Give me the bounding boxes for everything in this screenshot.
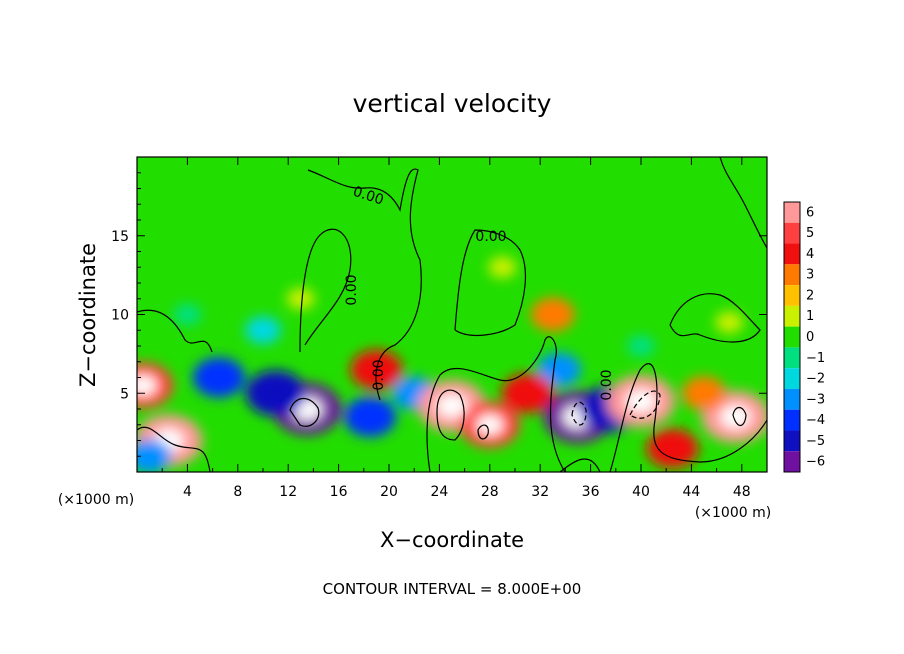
field-blob	[627, 335, 655, 357]
y-tick-label: 15	[111, 229, 129, 245]
field-core	[625, 389, 657, 413]
colorbar-label: 1	[806, 309, 814, 324]
colorbar-swatch	[784, 368, 800, 389]
y-axis-label: Z−coordinate	[76, 243, 100, 387]
colorbar-swatch	[784, 451, 800, 472]
colorbar-swatch	[784, 243, 800, 265]
contour-label: 0.00	[344, 274, 360, 305]
colorbar-label: 5	[806, 226, 814, 241]
x-tick-label: 4	[183, 484, 192, 500]
field-features	[137, 256, 767, 472]
field-blob	[715, 311, 744, 334]
contour-label: 0.00	[475, 229, 506, 245]
field-blob	[646, 428, 699, 469]
field-blob	[245, 316, 281, 345]
colorbar-frame	[783, 201, 801, 473]
field-core	[436, 394, 468, 418]
colorbar-swatch	[784, 285, 800, 306]
field-core	[720, 405, 751, 429]
x-tick-label: 44	[682, 484, 700, 500]
contour-label: 0.00	[599, 369, 615, 400]
colorbar-swatch	[784, 347, 800, 369]
x-tick-label: 32	[531, 484, 549, 500]
colorbar-swatch	[784, 430, 800, 452]
colorbar: 6 5 4 3 2 1 0 −1 −2 −3 −4 −5 −6	[783, 201, 825, 473]
colorbar-label: 4	[806, 247, 814, 262]
colorbar-label: 3	[806, 268, 814, 283]
contour-interval-note: CONTOUR INTERVAL = 8.000E+00	[323, 580, 582, 598]
x-unit-right: (×1000 m)	[695, 505, 771, 521]
field-blob	[682, 376, 726, 411]
colorbar-label: −1	[806, 351, 825, 366]
colorbar-label: 2	[806, 288, 814, 303]
x-tick-label: 20	[380, 484, 398, 500]
colorbar-swatch	[784, 305, 800, 327]
field-blob	[501, 373, 554, 414]
contour-label: 0.00	[371, 359, 387, 390]
colorbar-label: 0	[806, 330, 814, 345]
field-blob	[192, 357, 245, 398]
field-blob	[344, 396, 397, 437]
field-blob	[137, 439, 172, 472]
x-tick-label: 36	[582, 484, 600, 500]
x-tick-label: 8	[233, 484, 242, 500]
colorbar-label: −2	[806, 372, 825, 387]
colorbar-swatch	[784, 409, 800, 431]
colorbar-label: 6	[806, 205, 814, 220]
colorbar-label: −6	[806, 455, 825, 470]
x-tick-label: 28	[481, 484, 499, 500]
x-tick-label: 40	[632, 484, 650, 500]
colorbar-swatch	[784, 202, 800, 223]
x-tick-label: 16	[330, 484, 348, 500]
field-core	[262, 382, 290, 404]
field-blob	[286, 287, 315, 310]
colorbar-label: −5	[806, 434, 825, 449]
colorbar-swatch	[784, 388, 800, 410]
colorbar-label: −4	[806, 413, 825, 428]
field-core	[137, 375, 157, 396]
colorbar-swatch	[784, 264, 800, 286]
y-tick-label: 5	[120, 386, 129, 402]
x-tick-label: 12	[279, 484, 297, 500]
field-core	[476, 414, 504, 436]
y-axis: 5 10 15	[111, 172, 767, 457]
field-blob	[530, 297, 575, 332]
x-axis-label: X−coordinate	[380, 528, 524, 552]
field-blob	[537, 352, 582, 387]
y-tick-label: 10	[111, 308, 129, 324]
colorbar-label: −3	[806, 392, 825, 407]
x-unit-left: (×1000 m)	[58, 492, 134, 508]
x-axis: 4 8 12 16 20 24 28 32 36 40 44 48	[161, 157, 751, 500]
field-blob	[488, 256, 517, 279]
x-tick-label: 24	[430, 484, 448, 500]
colorbar-swatch	[784, 326, 800, 348]
x-tick-label: 48	[733, 484, 751, 500]
chart-title: vertical velocity	[353, 89, 552, 118]
colorbar-swatch	[784, 222, 800, 244]
field-blob	[173, 303, 202, 326]
zero-contours	[137, 157, 767, 472]
